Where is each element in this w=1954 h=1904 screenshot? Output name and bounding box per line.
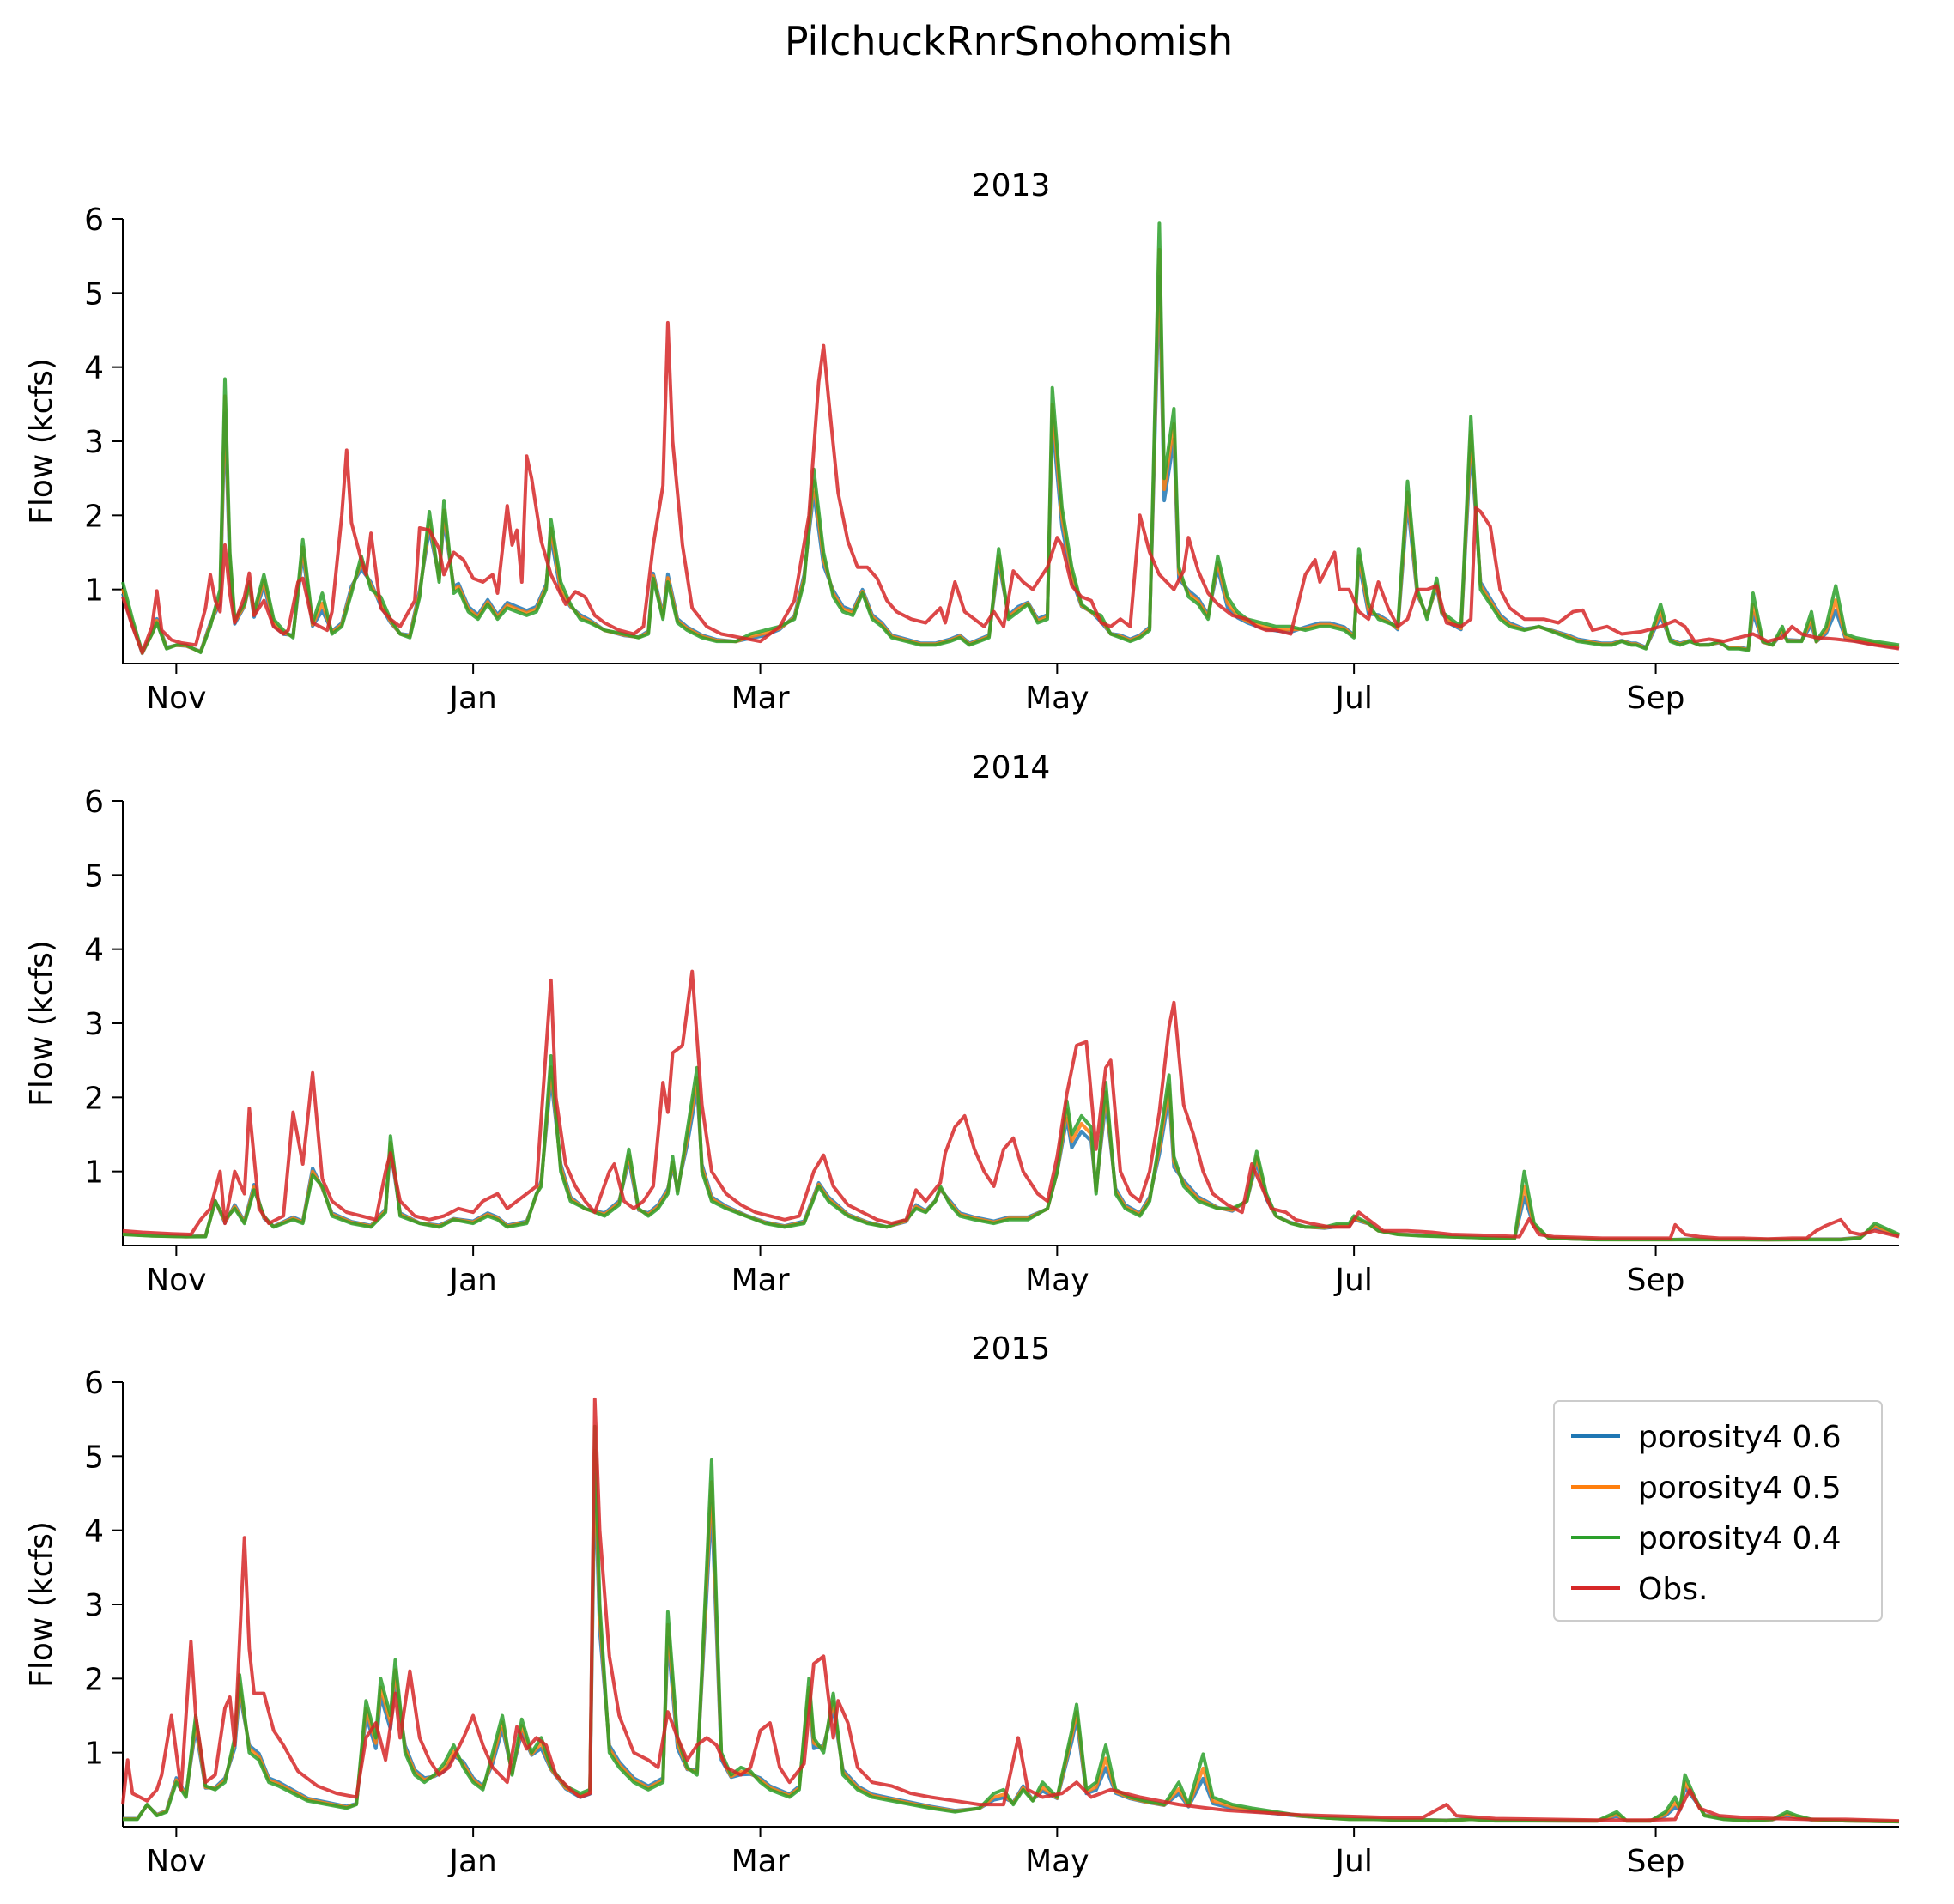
x-tick-label: Mar xyxy=(731,681,790,716)
legend-box xyxy=(1553,1400,1883,1622)
y-tick-label: 3 xyxy=(84,1007,104,1042)
y-tick-label: 4 xyxy=(84,1514,104,1549)
x-tick-label: Mar xyxy=(731,1263,790,1298)
y-tick-label: 6 xyxy=(84,203,104,238)
x-tick-label: Sep xyxy=(1627,1844,1685,1879)
x-tick-label: May xyxy=(1025,1263,1089,1298)
y-axis-label: Flow (kcfs) xyxy=(24,940,59,1107)
series-line-obs- xyxy=(121,320,1900,654)
x-tick-label: Mar xyxy=(731,1844,790,1879)
y-tick-label: 5 xyxy=(84,276,104,312)
series-line-porosity4-0-4 xyxy=(123,1424,1900,1823)
x-tick-label: Nov xyxy=(146,1844,206,1879)
x-tick-label: Nov xyxy=(146,681,206,716)
legend: porosity4 0.6 porosity4 0.5 porosity4 0.4 O… xyxy=(1553,1400,1883,1622)
panel-2015: 2015 Flow (kcfs) 1 2 3 4 5 6 Nov Jan Mar May Jul Sep xyxy=(24,1331,1900,1879)
y-tick-label: 3 xyxy=(84,425,104,460)
panel-2013: 2013 Flow (kcfs) 1 2 3 4 5 6 Nov Jan Mar May Jul Sep xyxy=(24,168,1900,716)
y-tick-label: 2 xyxy=(84,1662,104,1697)
y-tick-label: 4 xyxy=(84,351,104,386)
x-tick-label: Jul xyxy=(1333,1263,1372,1298)
legend-label: porosity4 0.4 xyxy=(1638,1521,1842,1556)
y-tick-label: 1 xyxy=(84,1737,104,1772)
legend-label: porosity4 0.6 xyxy=(1638,1420,1842,1455)
x-tick-label: Jan xyxy=(447,681,497,716)
x-tick-label: Sep xyxy=(1627,681,1685,716)
y-tick-label: 5 xyxy=(84,1440,104,1475)
figure-title: PilchuckRnrSnohomish xyxy=(785,18,1233,64)
series-line-obs- xyxy=(122,969,1900,1241)
x-tick-label: May xyxy=(1025,681,1089,716)
x-tick-label: May xyxy=(1025,1844,1089,1879)
x-tick-label: Jul xyxy=(1333,1844,1372,1879)
y-tick-label: 2 xyxy=(84,499,104,534)
y-axis-label: Flow (kcfs) xyxy=(24,1521,59,1688)
x-tick-label: Sep xyxy=(1627,1263,1685,1298)
panel-title: 2013 xyxy=(972,168,1051,203)
y-tick-label: 1 xyxy=(84,573,104,609)
legend-label: Obs. xyxy=(1638,1572,1708,1607)
y-tick-label: 4 xyxy=(84,933,104,968)
series-line-porosity4-0-6 xyxy=(121,274,1900,656)
panel-2014: 2014 Flow (kcfs) 1 2 3 4 5 6 Nov Jan Mar May Jul Sep xyxy=(24,750,1900,1298)
x-tick-label: Nov xyxy=(146,1263,206,1298)
series-line-obs- xyxy=(121,1397,1900,1823)
y-tick-label: 6 xyxy=(84,1366,104,1401)
y-tick-label: 6 xyxy=(84,785,104,820)
panel-title: 2015 xyxy=(972,1331,1051,1367)
series-line-porosity4-0-4 xyxy=(121,221,1900,654)
x-tick-label: Jan xyxy=(447,1263,497,1298)
y-tick-label: 3 xyxy=(84,1588,104,1623)
y-tick-label: 2 xyxy=(84,1081,104,1116)
y-tick-label: 1 xyxy=(84,1155,104,1191)
y-tick-label: 5 xyxy=(84,858,104,894)
x-tick-label: Jan xyxy=(447,1844,497,1879)
legend-label: porosity4 0.5 xyxy=(1638,1470,1842,1506)
panel-title: 2014 xyxy=(972,750,1051,785)
y-axis-label: Flow (kcfs) xyxy=(24,358,59,525)
series-line-porosity4-0-4 xyxy=(122,1054,1900,1242)
x-tick-label: Jul xyxy=(1333,681,1372,716)
